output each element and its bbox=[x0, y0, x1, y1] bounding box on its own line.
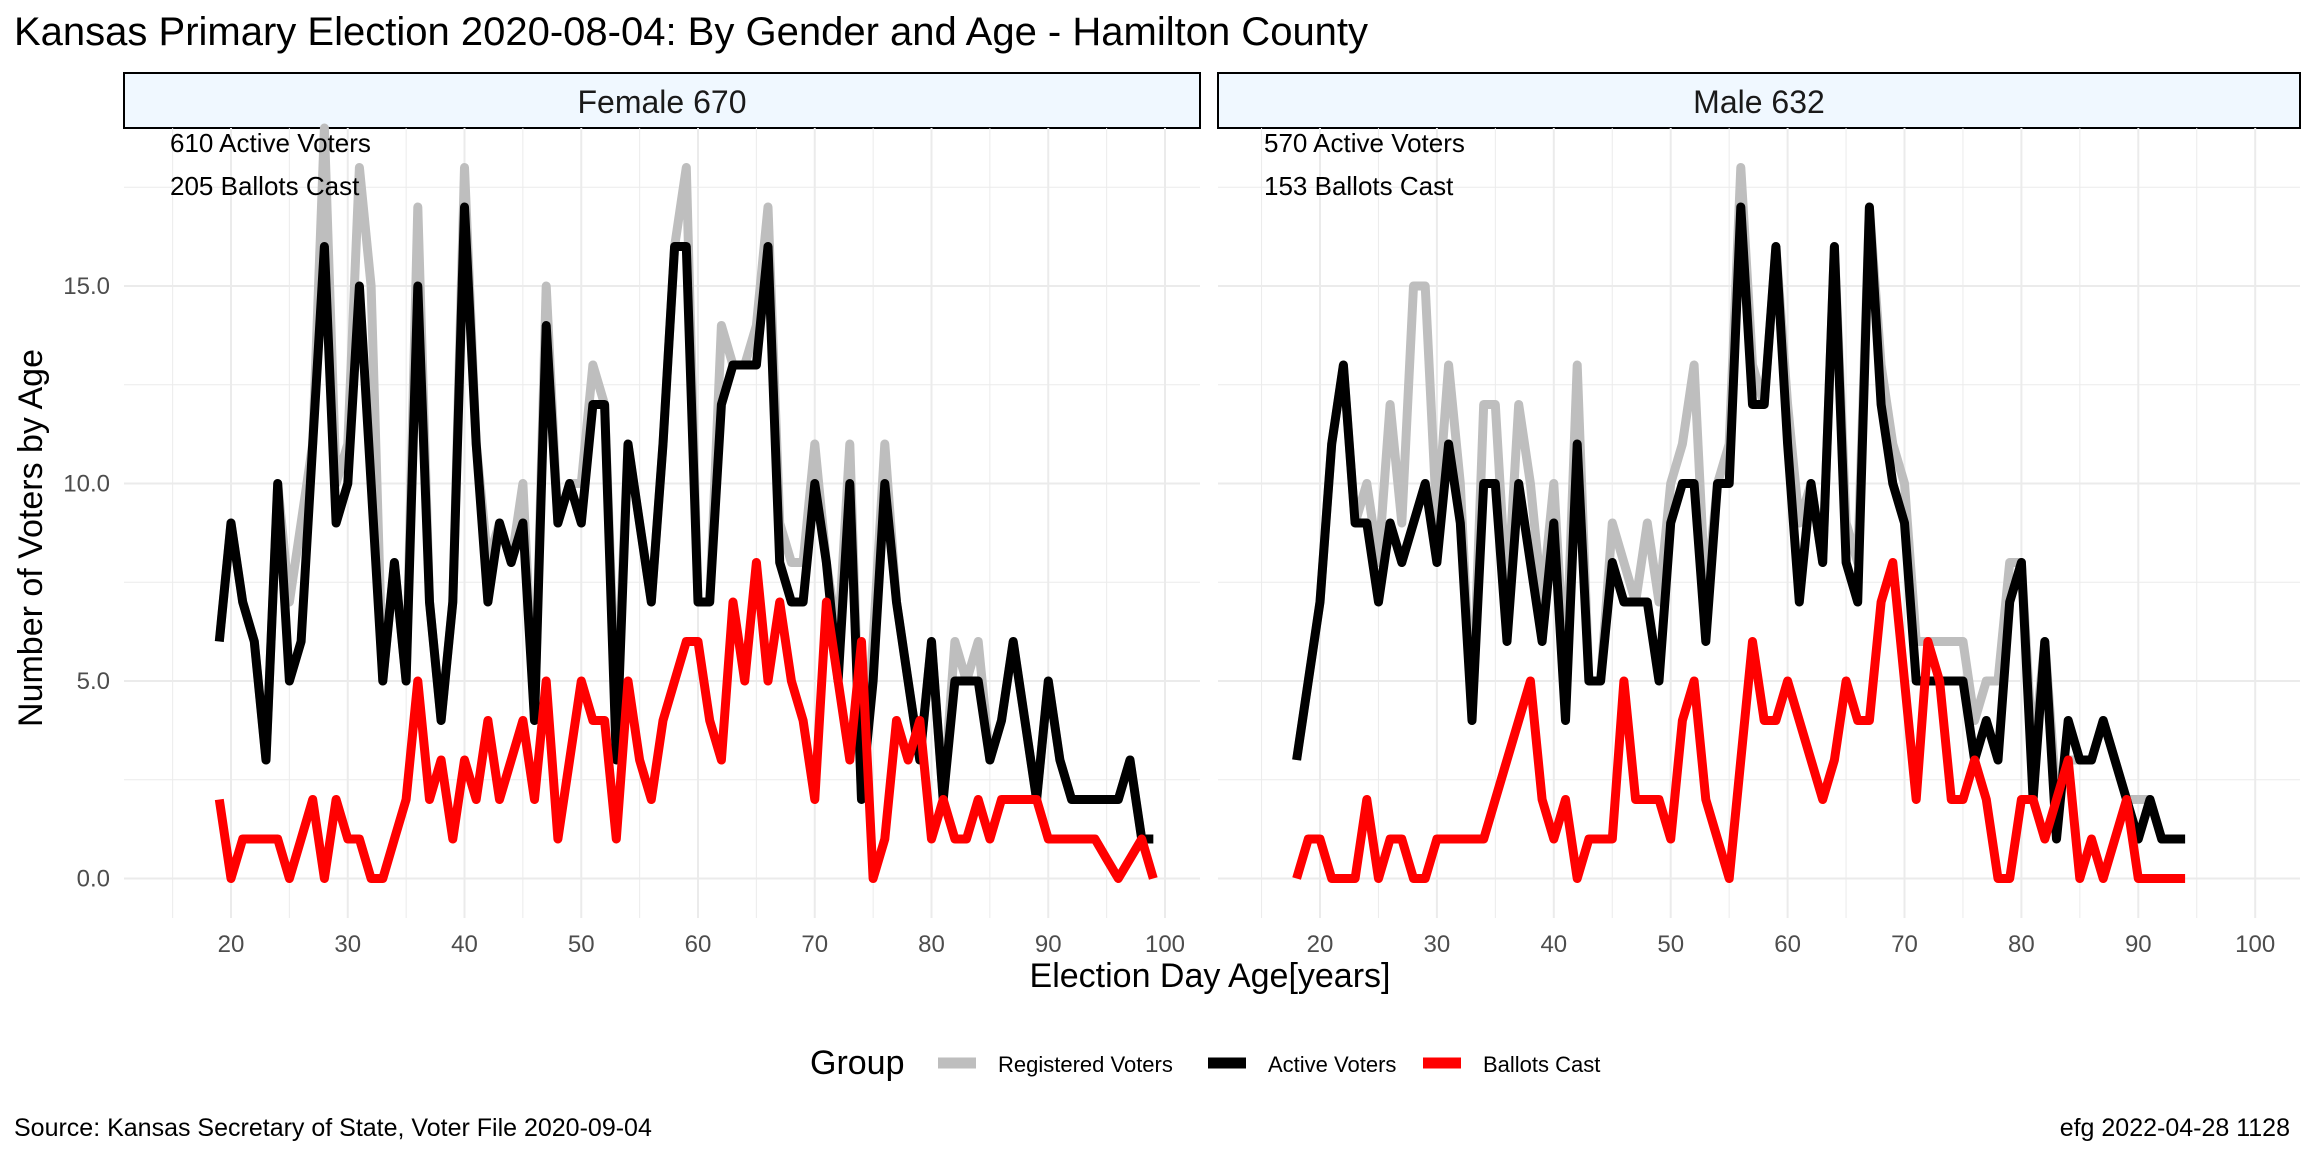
chart-title: Kansas Primary Election 2020-08-04: By G… bbox=[14, 10, 1368, 54]
x-tick-label-male-60: 60 bbox=[1774, 931, 1801, 958]
x-tick-label-female-80: 80 bbox=[918, 931, 945, 958]
annotation-ballots-female: 205 Ballots Cast bbox=[170, 171, 360, 201]
x-tick-label-male-100: 100 bbox=[2235, 931, 2275, 958]
annotation-ballots-male: 153 Ballots Cast bbox=[1264, 171, 1454, 201]
panel-male: Male 632 570 Active Voters 153 Ballots C… bbox=[1217, 72, 2301, 918]
legend-title: Group bbox=[810, 1044, 905, 1082]
strip-female bbox=[123, 72, 1201, 129]
x-tick-label-female-20: 20 bbox=[218, 931, 245, 958]
y-axis-label: Number of Voters by Age bbox=[12, 349, 50, 727]
x-tick-label-male-50: 50 bbox=[1657, 931, 1684, 958]
x-tick-label-male-80: 80 bbox=[2008, 931, 2035, 958]
x-tick-label-male-30: 30 bbox=[1424, 931, 1451, 958]
legend: Group Registered Voters Active Voters Ba… bbox=[810, 1044, 1600, 1082]
y-tick-label-15.0: 15.0 bbox=[63, 273, 110, 300]
x-axis-label: Election Day Age[years] bbox=[1030, 957, 1391, 995]
x-tick-label-female-100: 100 bbox=[1145, 931, 1185, 958]
series-layer-male bbox=[1292, 163, 2186, 883]
timestamp-caption: efg 2022-04-28 1128 bbox=[2060, 1114, 2290, 1142]
series-line-ballots-male bbox=[1292, 558, 2186, 883]
legend-label-registered: Registered Voters bbox=[998, 1052, 1173, 1077]
x-tick-label-male-70: 70 bbox=[1891, 931, 1918, 958]
panel-female: Female 670 610 Active Voters 205 Ballots… bbox=[123, 72, 1201, 918]
x-tick-label-female-70: 70 bbox=[801, 931, 828, 958]
series-line-active-male bbox=[1292, 202, 2186, 844]
x-tick-label-male-20: 20 bbox=[1307, 931, 1334, 958]
series-line-active-female bbox=[214, 202, 1154, 844]
y-tick-label-0.0: 0.0 bbox=[77, 866, 110, 893]
x-tick-label-female-50: 50 bbox=[568, 931, 595, 958]
strip-label-male: Male 632 bbox=[1693, 84, 1825, 120]
x-tick-label-male-40: 40 bbox=[1540, 931, 1567, 958]
legend-label-ballots: Ballots Cast bbox=[1483, 1052, 1600, 1077]
y-tick-labels: 0.0 5.0 10.0 15.0 bbox=[63, 273, 110, 893]
series-layer-female bbox=[214, 123, 1158, 883]
x-tick-label-female-40: 40 bbox=[451, 931, 478, 958]
x-tick-label-female-60: 60 bbox=[685, 931, 712, 958]
source-caption: Source: Kansas Secretary of State, Voter… bbox=[14, 1114, 652, 1142]
x-tick-label-female-90: 90 bbox=[1035, 931, 1062, 958]
annotation-active-female: 610 Active Voters bbox=[170, 128, 371, 158]
x-tick-label-female-30: 30 bbox=[334, 931, 361, 958]
strip-male bbox=[1217, 72, 2301, 129]
y-tick-label-5.0: 5.0 bbox=[77, 668, 110, 695]
strip-label-female: Female 670 bbox=[578, 84, 747, 120]
series-line-ballots-female bbox=[214, 558, 1158, 883]
legend-label-active: Active Voters bbox=[1268, 1052, 1396, 1077]
annotation-active-male: 570 Active Voters bbox=[1264, 128, 1465, 158]
x-tick-labels: 20 30 40 50 60 70 80 90 100 20 30 40 50 60 70 80 90 100 bbox=[218, 931, 2276, 958]
y-tick-label-10.0: 10.0 bbox=[63, 471, 110, 498]
x-tick-label-male-90: 90 bbox=[2125, 931, 2152, 958]
